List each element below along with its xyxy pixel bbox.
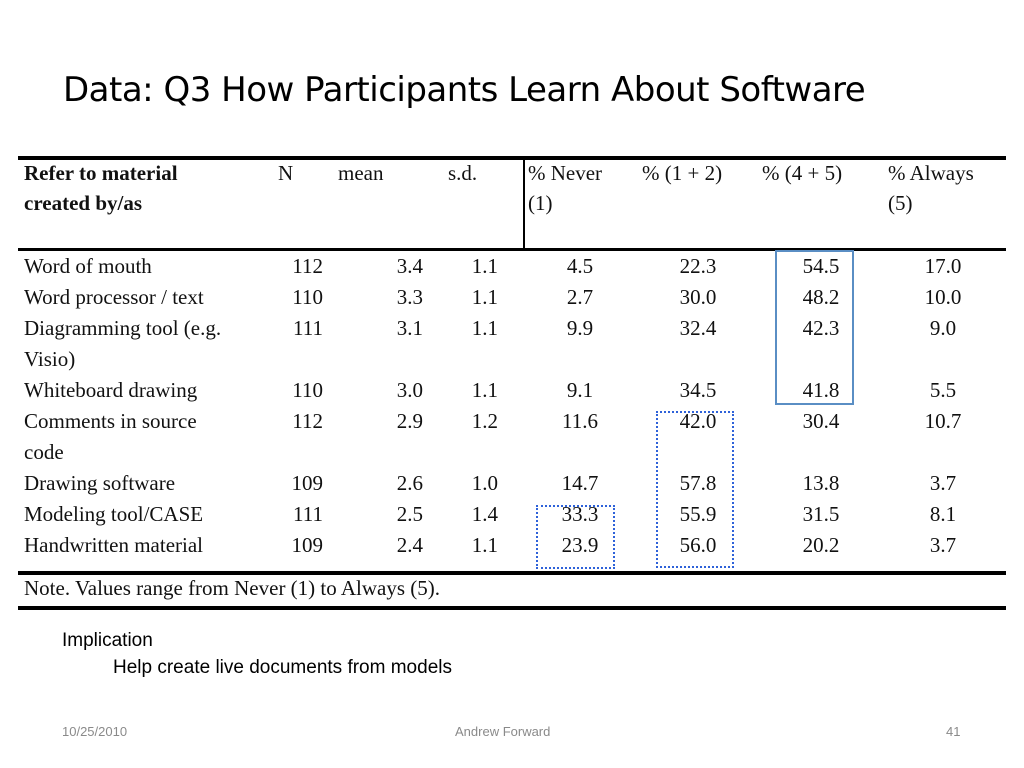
row-label: Modeling tool/CASE [24, 502, 204, 526]
cell-sd: 1.1 [471, 378, 498, 402]
cell-always-pct: 10.7 [924, 409, 962, 433]
header-always-line2: (5) [888, 191, 913, 215]
cell-never-pct: 14.7 [561, 471, 599, 495]
cell-mean: 2.6 [396, 471, 423, 495]
header-never-line2: (1) [528, 191, 553, 215]
cell-low-pct: 57.8 [679, 471, 717, 495]
row-label: Comments in source [24, 409, 197, 433]
cell-low-pct: 22.3 [679, 254, 717, 278]
header-low-pct: % (1 + 2) [642, 161, 723, 185]
row-label: Word of mouth [24, 254, 152, 278]
table-bottom-rule [18, 606, 1006, 610]
cell-never-pct: 23.9 [561, 533, 599, 557]
row-label: Handwritten material [24, 533, 204, 557]
cell-high-pct: 30.4 [802, 409, 840, 433]
cell-high-pct: 41.8 [802, 378, 840, 402]
cell-high-pct: 42.3 [802, 316, 840, 340]
highlight-box-never-pct [536, 505, 615, 569]
header-material-line2: created by/as [24, 191, 143, 215]
header-sd: s.d. [448, 161, 478, 185]
footer-date: 10/25/2010 [62, 724, 128, 739]
cell-n: 112 [292, 254, 323, 278]
cell-mean: 2.5 [396, 502, 423, 526]
header-high-pct: % (4 + 5) [762, 161, 843, 185]
row-label: Drawing software [24, 471, 176, 495]
cell-low-pct: 56.0 [679, 533, 717, 557]
row-label: Word processor / text [24, 285, 204, 309]
cell-high-pct: 13.8 [802, 471, 840, 495]
cell-mean: 3.0 [396, 378, 423, 402]
cell-n: 110 [292, 285, 323, 309]
cell-always-pct: 3.7 [929, 533, 957, 557]
cell-low-pct: 42.0 [679, 409, 717, 433]
row-label-continued: code [24, 440, 64, 464]
cell-high-pct: 31.5 [802, 502, 840, 526]
cell-mean: 3.1 [396, 316, 423, 340]
cell-high-pct: 54.5 [802, 254, 840, 278]
implication-heading: Implication [62, 630, 153, 651]
cell-low-pct: 32.4 [679, 316, 717, 340]
table-top-rule [18, 156, 1006, 160]
cell-sd: 1.1 [471, 316, 498, 340]
header-mean: mean [338, 161, 384, 185]
cell-always-pct: 9.0 [929, 316, 957, 340]
footer-page-number: 41 [946, 724, 961, 739]
highlight-box-low-pct [656, 411, 734, 568]
table-note: Note. Values range from Never (1) to Alw… [24, 576, 440, 600]
cell-always-pct: 5.5 [929, 378, 957, 402]
header-always-line1: % Always [888, 161, 974, 185]
cell-n: 112 [292, 409, 323, 433]
cell-low-pct: 55.9 [679, 502, 717, 526]
cell-mean: 3.4 [396, 254, 423, 278]
cell-sd: 1.1 [471, 285, 498, 309]
header-material-line1: Refer to material [24, 161, 178, 185]
cell-mean: 2.9 [396, 409, 423, 433]
cell-n: 109 [291, 533, 324, 557]
table-note-rule [18, 571, 1006, 575]
implication-detail: Help create live documents from models [113, 657, 452, 678]
row-label: Whiteboard drawing [24, 378, 198, 402]
footer-author: Andrew Forward [455, 724, 551, 739]
highlight-box-high-pct [775, 250, 854, 405]
cell-high-pct: 20.2 [802, 533, 840, 557]
row-label: Diagramming tool (e.g. [24, 316, 222, 340]
header-never-line1: % Never [528, 161, 603, 185]
cell-never-pct: 11.6 [562, 409, 598, 433]
cell-always-pct: 17.0 [924, 254, 962, 278]
cell-n: 111 [293, 502, 323, 526]
cell-never-pct: 9.9 [566, 316, 594, 340]
table-header-divider [523, 156, 525, 248]
cell-high-pct: 48.2 [802, 285, 840, 309]
cell-never-pct: 9.1 [566, 378, 594, 402]
cell-n: 111 [293, 316, 323, 340]
cell-always-pct: 10.0 [924, 285, 962, 309]
cell-always-pct: 8.1 [929, 502, 957, 526]
data-table: Refer to material created by/as N mean s… [18, 156, 1006, 610]
cell-sd: 1.1 [471, 254, 498, 278]
cell-mean: 2.4 [396, 533, 423, 557]
cell-low-pct: 30.0 [679, 285, 717, 309]
cell-sd: 1.0 [471, 471, 498, 495]
cell-low-pct: 34.5 [679, 378, 717, 402]
cell-never-pct: 2.7 [566, 285, 594, 309]
header-n: N [278, 161, 294, 185]
cell-n: 110 [292, 378, 323, 402]
cell-always-pct: 3.7 [929, 471, 957, 495]
cell-n: 109 [291, 471, 324, 495]
cell-sd: 1.1 [471, 533, 498, 557]
cell-sd: 1.4 [471, 502, 498, 526]
cell-sd: 1.2 [471, 409, 498, 433]
cell-mean: 3.3 [396, 285, 423, 309]
row-label-continued: Visio) [24, 347, 76, 371]
cell-never-pct: 4.5 [566, 254, 594, 278]
slide-title: Data: Q3 How Participants Learn About So… [63, 70, 866, 110]
table-header-rule [18, 248, 1006, 251]
